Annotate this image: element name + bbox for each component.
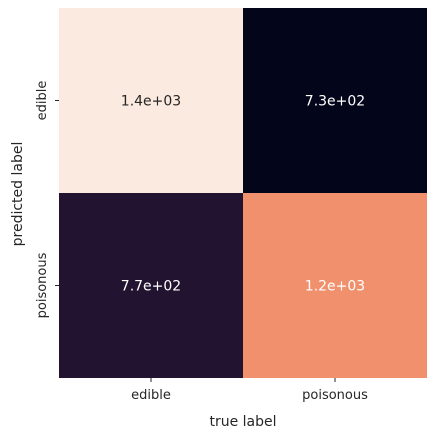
cell-value-label-0-0: 1.4e+03 <box>121 94 181 110</box>
x-axis-ticks: edible poisonous <box>131 378 368 403</box>
heatmap-cell-0-1 <box>243 8 427 193</box>
heatmap-cell-1-1 <box>243 193 427 378</box>
heatmap-cell-1-0 <box>59 193 243 378</box>
y-tick-label-0: edible <box>35 81 50 121</box>
cell-labels: 1.4e+03 7.3e+02 7.7e+02 1.2e+03 <box>121 94 365 295</box>
x-tick-label-0: edible <box>131 388 171 403</box>
cell-value-label-0-1: 7.3e+02 <box>305 94 365 110</box>
y-tick-label-1: poisonous <box>35 252 50 318</box>
cell-value-label-1-1: 1.2e+03 <box>305 279 365 295</box>
y-axis-ticks: edible poisonous <box>35 81 59 318</box>
x-tick-label-1: poisonous <box>302 388 368 403</box>
y-axis-label: predicted label <box>10 142 26 247</box>
heatmap-cells <box>59 8 427 378</box>
cell-value-label-1-0: 7.7e+02 <box>121 279 181 295</box>
x-axis-label: true label <box>209 414 276 430</box>
heatmap-cell-0-0 <box>59 8 243 193</box>
